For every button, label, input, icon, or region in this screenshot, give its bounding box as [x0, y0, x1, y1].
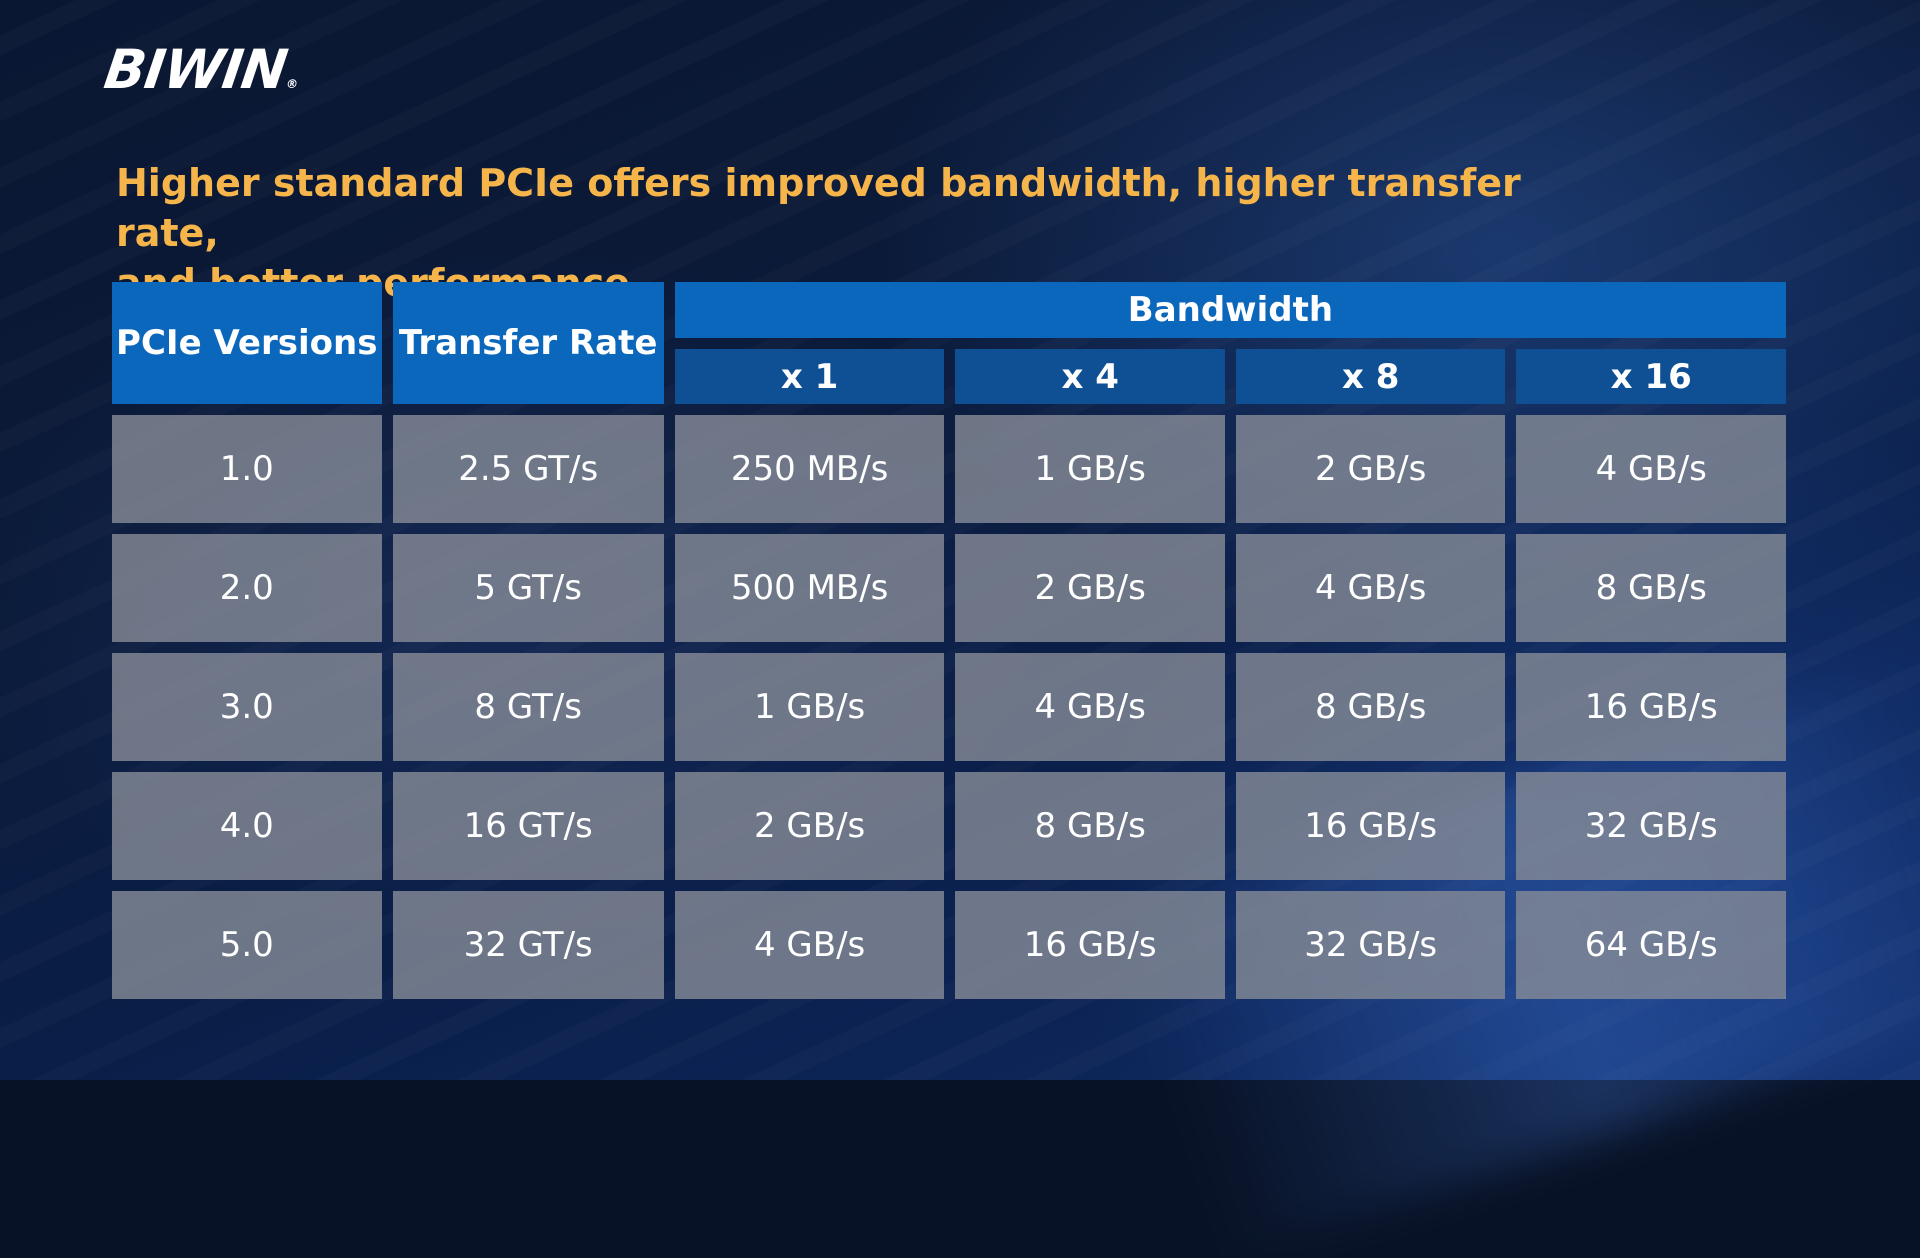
table-row: 2.0 5 GT/s 500 MB/s 2 GB/s 4 GB/s 8 GB/s — [112, 534, 1786, 642]
cell-bandwidth-x8: 8 GB/s — [1235, 653, 1506, 761]
cell-transfer-rate: 8 GT/s — [392, 653, 664, 761]
header-bandwidth: Bandwidth — [674, 282, 1786, 338]
header-lane-x16: x 16 — [1516, 349, 1786, 404]
cell-bandwidth-x8: 2 GB/s — [1235, 415, 1506, 523]
cell-bandwidth-x16: 32 GB/s — [1516, 772, 1786, 880]
header-row: PCIe Versions Transfer Rate Bandwidth — [112, 282, 1786, 404]
table-row: 1.0 2.5 GT/s 250 MB/s 1 GB/s 2 GB/s 4 GB… — [112, 415, 1786, 523]
cell-bandwidth-x16: 8 GB/s — [1516, 534, 1786, 642]
table-row: 3.0 8 GT/s 1 GB/s 4 GB/s 8 GB/s 16 GB/s — [112, 653, 1786, 761]
cell-transfer-rate: 2.5 GT/s — [392, 415, 664, 523]
lane-header-row: x 1 x 4 x 8 x 16 — [112, 349, 1786, 404]
cell-bandwidth-x16: 16 GB/s — [1516, 653, 1786, 761]
cell-bandwidth-x16: 4 GB/s — [1516, 415, 1786, 523]
cell-bandwidth-x4: 2 GB/s — [955, 534, 1225, 642]
table-row: 5.0 32 GT/s 4 GB/s 16 GB/s 32 GB/s 64 GB… — [112, 891, 1786, 999]
cell-bandwidth-x8: 32 GB/s — [1235, 891, 1506, 999]
cell-version: 2.0 — [112, 534, 382, 642]
cell-bandwidth-x4: 1 GB/s — [955, 415, 1225, 523]
cell-version: 3.0 — [112, 653, 382, 761]
cell-transfer-rate: 32 GT/s — [392, 891, 664, 999]
cell-version: 1.0 — [112, 415, 382, 523]
cell-bandwidth-x1: 500 MB/s — [674, 534, 945, 642]
cell-version: 4.0 — [112, 772, 382, 880]
cell-bandwidth-x4: 16 GB/s — [955, 891, 1225, 999]
registered-mark: ® — [285, 77, 299, 91]
headline-line-1: Higher standard PCIe offers improved ban… — [116, 161, 1521, 255]
cell-transfer-rate: 5 GT/s — [392, 534, 664, 642]
header-pcie-versions: PCIe Versions — [112, 282, 382, 404]
cell-bandwidth-x8: 16 GB/s — [1235, 772, 1506, 880]
cell-bandwidth-x4: 4 GB/s — [955, 653, 1225, 761]
cell-bandwidth-x8: 4 GB/s — [1235, 534, 1506, 642]
header-lane-x1: x 1 — [674, 349, 945, 404]
cell-bandwidth-x4: 8 GB/s — [955, 772, 1225, 880]
cell-bandwidth-x16: 64 GB/s — [1516, 891, 1786, 999]
logo-text: BIWIN — [100, 38, 291, 101]
header-lane-x8: x 8 — [1235, 349, 1506, 404]
cell-version: 5.0 — [112, 891, 382, 999]
cell-bandwidth-x1: 250 MB/s — [674, 415, 945, 523]
header-lane-x4: x 4 — [955, 349, 1225, 404]
header-transfer-rate: Transfer Rate — [392, 282, 664, 404]
cell-bandwidth-x1: 4 GB/s — [674, 891, 945, 999]
pcie-bandwidth-table: PCIe Versions Transfer Rate Bandwidth x … — [101, 271, 1797, 1010]
biwin-logo: BIWIN® — [101, 38, 304, 101]
cell-transfer-rate: 16 GT/s — [392, 772, 664, 880]
cell-bandwidth-x1: 2 GB/s — [674, 772, 945, 880]
table-row: 4.0 16 GT/s 2 GB/s 8 GB/s 16 GB/s 32 GB/… — [112, 772, 1786, 880]
cell-bandwidth-x1: 1 GB/s — [674, 653, 945, 761]
